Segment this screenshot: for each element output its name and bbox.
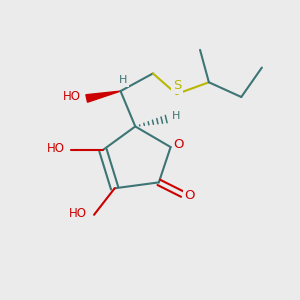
Text: H: H [119, 75, 128, 85]
Text: H: H [172, 111, 181, 121]
Polygon shape [86, 91, 121, 102]
Text: O: O [174, 138, 184, 151]
Text: HO: HO [63, 91, 81, 103]
Text: O: O [184, 189, 195, 202]
Text: S: S [173, 79, 181, 92]
Text: HO: HO [47, 142, 65, 155]
Text: HO: HO [69, 207, 87, 220]
